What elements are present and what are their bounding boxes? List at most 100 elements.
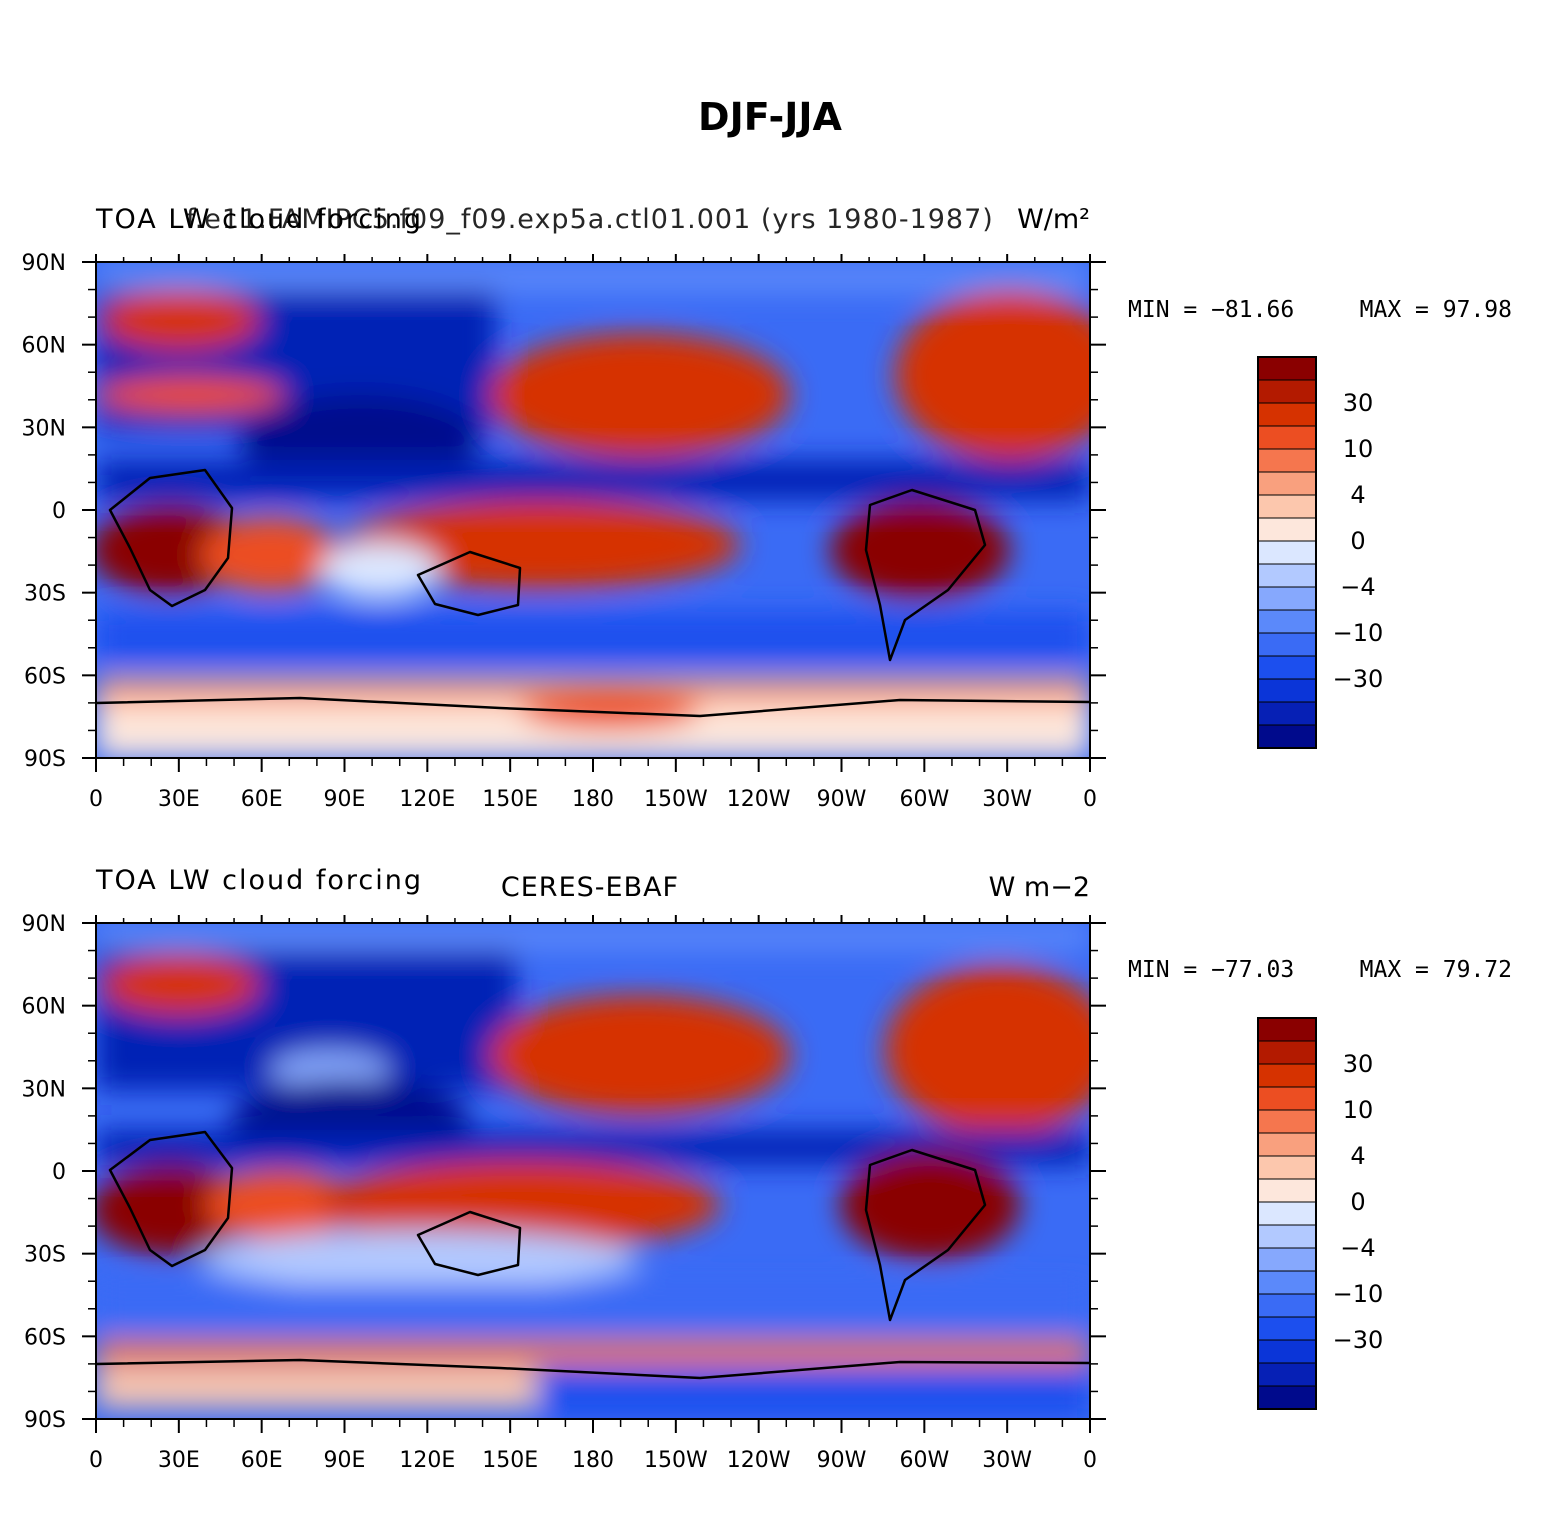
- x-tick-label: 150E: [482, 1448, 538, 1473]
- x-tick-label: 90W: [817, 1448, 867, 1473]
- x-tick-label: 120E: [399, 787, 455, 812]
- y-tick-label: 90S: [24, 1408, 66, 1433]
- colorbar-swatch: [1257, 1178, 1317, 1203]
- y-tick-label: 0: [52, 1160, 66, 1185]
- x-tick-label: 0: [89, 1448, 103, 1473]
- colorbar-swatch: [1257, 1086, 1317, 1111]
- colorbar-swatch: [1257, 1316, 1317, 1341]
- y-tick-label: 90N: [22, 251, 66, 276]
- panel-model: TOA LW cloud forcing f.e11.FAMIPC5.f09_f…: [22, 204, 1106, 812]
- x-tick-label: 90W: [817, 787, 867, 812]
- panel-obs-colorbar: 30 10 4 0 −4 −10 −30: [1257, 1017, 1384, 1410]
- colorbar-swatch: [1257, 632, 1317, 657]
- x-tick-label: 120E: [399, 1448, 455, 1473]
- colorbar-swatch: [1257, 1155, 1317, 1180]
- colorbar-swatch: [1257, 1293, 1317, 1318]
- y-tick-label: 30N: [22, 416, 66, 441]
- colorbar-swatch: [1257, 1385, 1317, 1410]
- colorbar-tick-label: −4: [1340, 1234, 1375, 1262]
- x-tick-label: 180: [572, 1448, 614, 1473]
- colorbar-swatch: [1257, 425, 1317, 450]
- x-tick-label: 180: [572, 787, 614, 812]
- colorbar-tick-label: 4: [1350, 481, 1365, 509]
- panel-obs-subtitle-left: TOA LW cloud forcing: [95, 865, 423, 896]
- coastlines: [96, 468, 1090, 718]
- colorbar-swatch: [1257, 356, 1317, 381]
- panel-model-map: [96, 262, 1090, 758]
- y-tick-label: 90S: [24, 747, 66, 772]
- panel-model-min-label: MIN = −81.66: [1128, 297, 1294, 323]
- panel-obs: TOA LW cloud forcing CERES-EBAF W m−2: [22, 865, 1106, 1473]
- panel-obs-map: [96, 923, 1090, 1419]
- colorbar-tick-label: 0: [1350, 527, 1365, 555]
- x-tick-label: 120W: [727, 1448, 791, 1473]
- x-tick-label: 150W: [644, 1448, 708, 1473]
- x-tick-label: 150W: [644, 787, 708, 812]
- x-tick-label: 150E: [482, 787, 538, 812]
- colorbar-swatch: [1257, 655, 1317, 680]
- y-tick-label: 30S: [24, 1243, 66, 1268]
- panel-model-colorbar: 30 10 4 0 −4 −10 −30: [1257, 356, 1384, 749]
- x-tick-label: 0: [1083, 787, 1097, 812]
- colorbar-swatch: [1257, 1339, 1317, 1364]
- y-tick-label: 60N: [22, 995, 66, 1020]
- x-tick-label: 60W: [899, 787, 949, 812]
- x-tick-label: 60E: [241, 1448, 283, 1473]
- y-tick-label: 60S: [24, 1325, 66, 1350]
- x-tick-label: 0: [89, 787, 103, 812]
- y-tick-label: 60N: [22, 334, 66, 359]
- x-tick-label: 30E: [158, 787, 200, 812]
- colorbar-swatch: [1257, 701, 1317, 726]
- colorbar-tick-label: 30: [1343, 389, 1374, 417]
- colorbar-swatch: [1257, 609, 1317, 634]
- x-tick-label: 30W: [982, 1448, 1032, 1473]
- x-tick-label: 60W: [899, 1448, 949, 1473]
- colorbar-swatch: [1257, 494, 1317, 519]
- colorbar-swatch: [1257, 1109, 1317, 1134]
- panel-model-subtitle-center: f.e11.FAMIPC5.f09_f09.exp5a.ctl01.001 (y…: [186, 204, 994, 235]
- colorbar-tick-label: 4: [1350, 1142, 1365, 1170]
- y-tick-label: 60S: [24, 664, 66, 689]
- colorbar-swatch: [1257, 1224, 1317, 1249]
- colorbar-swatch: [1257, 724, 1317, 749]
- colorbar-swatch: [1257, 1247, 1317, 1272]
- panel-model-subtitle-left: TOA LW cloud forcing: [95, 204, 423, 235]
- y-tick-label: 0: [52, 499, 66, 524]
- cloud-forcing-field: [96, 923, 1090, 1418]
- panel-model-subtitle-right: W/m²: [1017, 204, 1090, 235]
- coastlines: [96, 1130, 1090, 1380]
- colorbar-swatch: [1257, 586, 1317, 611]
- colorbar-swatch: [1257, 1063, 1317, 1088]
- colorbar-tick-label: −30: [1333, 1326, 1384, 1354]
- colorbar-frame: [1257, 1017, 1317, 1410]
- x-tick-label: 0: [1083, 1448, 1097, 1473]
- colorbar-frame: [1257, 356, 1317, 749]
- x-tick-label: 30E: [158, 1448, 200, 1473]
- colorbar-swatch: [1257, 1132, 1317, 1157]
- y-tick-label: 30S: [24, 582, 66, 607]
- colorbar-tick-label: 10: [1343, 435, 1374, 463]
- panel-obs-min-label: MIN = −77.03: [1128, 957, 1294, 983]
- colorbar-swatch: [1257, 678, 1317, 703]
- colorbar-swatch: [1257, 540, 1317, 565]
- figure-title: DJF-JJA: [698, 95, 843, 139]
- colorbar-tick-label: −10: [1333, 619, 1384, 647]
- colorbar-tick-label: 10: [1343, 1096, 1374, 1124]
- colorbar-tick-label: −4: [1340, 573, 1375, 601]
- panel-model-max-label: MAX = 97.98: [1360, 297, 1512, 323]
- colorbar-swatch: [1257, 517, 1317, 542]
- colorbar-swatch: [1257, 471, 1317, 496]
- y-tick-label: 30N: [22, 1077, 66, 1102]
- cloud-forcing-field: [96, 262, 1090, 758]
- colorbar-tick-label: 30: [1343, 1050, 1374, 1078]
- x-tick-label: 120W: [727, 787, 791, 812]
- x-tick-label: 30W: [982, 787, 1032, 812]
- colorbar-swatch: [1257, 402, 1317, 427]
- colorbar-swatch: [1257, 563, 1317, 588]
- colorbar-swatch: [1257, 1270, 1317, 1295]
- x-tick-label: 90E: [324, 787, 366, 812]
- panel-obs-subtitle-center: CERES-EBAF: [501, 872, 679, 903]
- colorbar-swatch: [1257, 1040, 1317, 1065]
- x-tick-label: 60E: [241, 787, 283, 812]
